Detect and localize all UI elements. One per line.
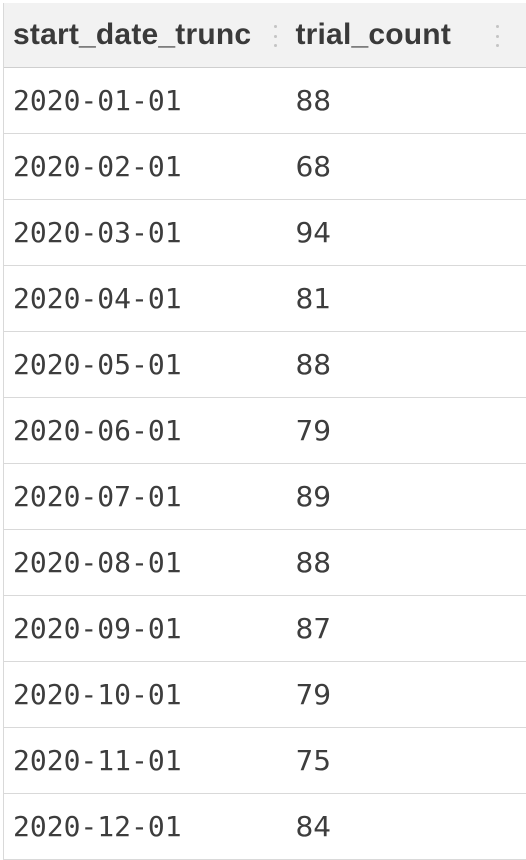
column-resize-handle[interactable] — [273, 25, 277, 47]
cell-start-date-trunc[interactable]: 2020-04-01 — [13, 282, 182, 315]
cell-start-date-trunc[interactable]: 2020-07-01 — [13, 480, 182, 513]
cell-start-date-trunc[interactable]: 2020-02-01 — [13, 150, 182, 183]
cell-trial-count[interactable]: 87 — [295, 612, 332, 645]
cell-trial-count[interactable]: 89 — [295, 480, 332, 513]
cell-start-date-trunc[interactable]: 2020-06-01 — [13, 414, 182, 447]
cell-trial-count[interactable]: 75 — [295, 744, 332, 777]
table-row[interactable]: 2020-07-01 89 — [4, 464, 526, 530]
cell-start-date-trunc[interactable]: 2020-11-01 — [13, 744, 182, 777]
cell-start-date-trunc[interactable]: 2020-09-01 — [13, 612, 182, 645]
cell-trial-count[interactable]: 81 — [295, 282, 332, 315]
cell-trial-count[interactable]: 88 — [295, 546, 332, 579]
cell-start-date-trunc[interactable]: 2020-01-01 — [13, 84, 182, 117]
column-header-label: trial_count — [295, 18, 452, 51]
cell-start-date-trunc[interactable]: 2020-03-01 — [13, 216, 182, 249]
table-row[interactable]: 2020-05-01 88 — [4, 332, 526, 398]
cell-trial-count[interactable]: 88 — [295, 348, 332, 381]
table-row[interactable]: 2020-06-01 79 — [4, 398, 526, 464]
table-row[interactable]: 2020-01-01 88 — [4, 68, 526, 134]
cell-trial-count[interactable]: 84 — [295, 810, 332, 843]
table-row[interactable]: 2020-09-01 87 — [4, 596, 526, 662]
cell-start-date-trunc[interactable]: 2020-12-01 — [13, 810, 182, 843]
table-row[interactable]: 2020-04-01 81 — [4, 266, 526, 332]
column-header-start-date-trunc[interactable]: start_date_trunc — [4, 3, 284, 67]
cell-trial-count[interactable]: 88 — [295, 84, 332, 117]
cell-start-date-trunc[interactable]: 2020-10-01 — [13, 678, 182, 711]
table-row[interactable]: 2020-03-01 94 — [4, 200, 526, 266]
table-row[interactable]: 2020-10-01 79 — [4, 662, 526, 728]
cell-trial-count[interactable]: 79 — [295, 414, 332, 447]
column-header-trial-count[interactable]: trial_count — [284, 3, 526, 67]
results-table: start_date_trunc trial_count 2020-01-01 8… — [3, 3, 526, 860]
cell-start-date-trunc[interactable]: 2020-08-01 — [13, 546, 182, 579]
cell-trial-count[interactable]: 79 — [295, 678, 332, 711]
column-resize-handle[interactable] — [495, 25, 499, 47]
table-header-row: start_date_trunc trial_count — [4, 3, 526, 68]
cell-trial-count[interactable]: 94 — [295, 216, 332, 249]
column-header-label: start_date_trunc — [13, 18, 252, 51]
table-row[interactable]: 2020-02-01 68 — [4, 134, 526, 200]
table-row[interactable]: 2020-12-01 84 — [4, 794, 526, 860]
table-row[interactable]: 2020-08-01 88 — [4, 530, 526, 596]
cell-trial-count[interactable]: 68 — [295, 150, 332, 183]
table-body: 2020-01-01 88 2020-02-01 68 2020-03-01 94 2020… — [4, 68, 526, 860]
table-row[interactable]: 2020-11-01 75 — [4, 728, 526, 794]
cell-start-date-trunc[interactable]: 2020-05-01 — [13, 348, 182, 381]
